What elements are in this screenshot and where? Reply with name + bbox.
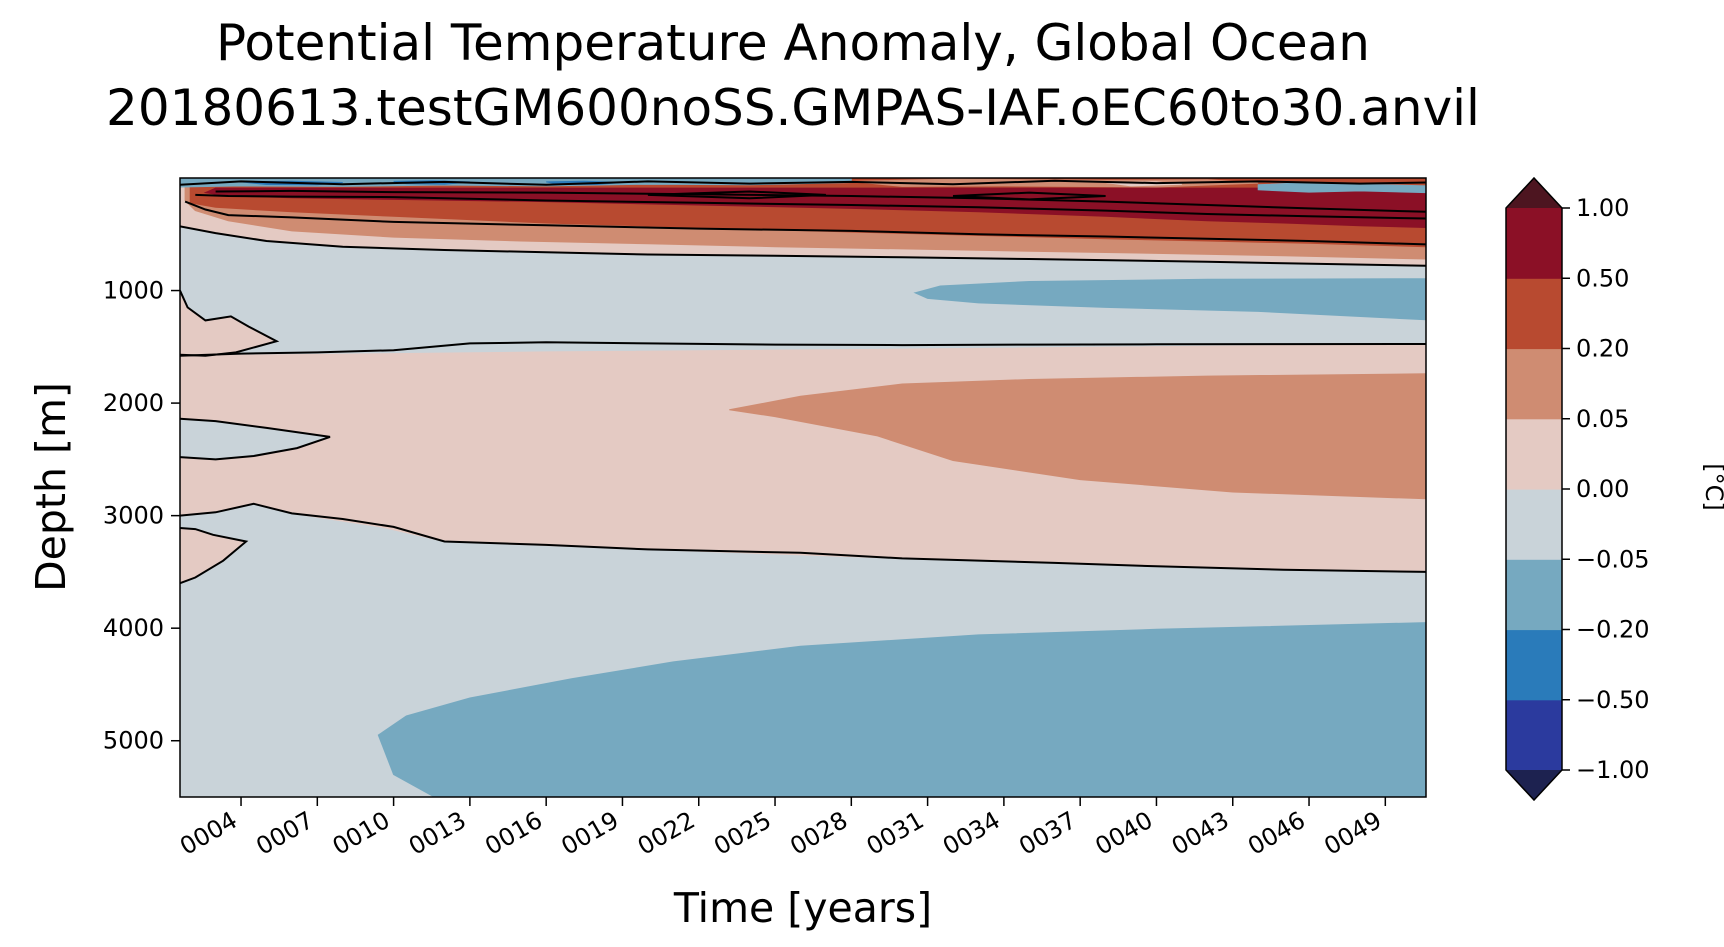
intermediate-negative-fill bbox=[913, 278, 1426, 321]
contour-line-0.5-upper bbox=[215, 189, 1426, 213]
x-tick-label: 0016 bbox=[480, 806, 547, 861]
x-axis-ticks: 0004 0007 0010 0013 0016 0019 0022 0025 0028 0031… bbox=[175, 797, 1386, 861]
x-tick-label: 0040 bbox=[1091, 806, 1158, 861]
contour-loop bbox=[647, 190, 826, 200]
x-tick-label: 0043 bbox=[1167, 806, 1234, 861]
colorbar-tick-label: 0.50 bbox=[1576, 264, 1629, 292]
contour-line-0.05-upper bbox=[184, 200, 1426, 246]
x-tick-label: 0031 bbox=[862, 806, 929, 861]
contour-fills bbox=[180, 178, 1426, 797]
x-tick-label: 0004 bbox=[175, 806, 242, 861]
contour-line-0.2-upper bbox=[195, 193, 1426, 220]
colorbar-extend-over bbox=[1506, 178, 1562, 208]
x-tick-label: 0013 bbox=[404, 806, 471, 861]
x-tick-label: 0025 bbox=[709, 806, 776, 861]
colorbar-bin bbox=[1506, 489, 1562, 560]
colorbar-bin bbox=[1506, 278, 1562, 350]
x-tick-label: 0028 bbox=[785, 806, 852, 861]
y-axis-label: Depth [m] bbox=[27, 382, 75, 592]
deep-negative-fill bbox=[377, 622, 1426, 797]
colorbar: 1.00 0.50 0.20 0.05 0.00 −0.05 −0.20 −0.50 −1.00 bbox=[1505, 176, 1650, 802]
plot-area bbox=[180, 178, 1426, 797]
contour-line-surface bbox=[180, 179, 1426, 186]
x-tick-label: 0010 bbox=[328, 806, 395, 861]
colorbar-tick-label: −0.50 bbox=[1576, 686, 1650, 714]
colorbar-tick-label: 0.20 bbox=[1576, 335, 1629, 363]
contour-lines bbox=[180, 179, 1426, 585]
x-tick-label: 0034 bbox=[938, 806, 1005, 861]
x-tick-label: 0019 bbox=[557, 806, 624, 861]
colorbar-bin bbox=[1506, 208, 1562, 279]
contour-line-0-mid-upper bbox=[180, 341, 1426, 357]
colorbar-bin bbox=[1506, 629, 1562, 701]
plot-frame bbox=[179, 177, 1427, 798]
chart-subtitle: 20180613.testGM600noSS.GMPAS-IAF.oEC60to… bbox=[106, 79, 1480, 137]
colorbar-bin bbox=[1506, 699, 1562, 771]
x-axis-label: Time [years] bbox=[673, 884, 932, 932]
x-tick-label: 0022 bbox=[633, 806, 700, 861]
contour-line-lens-lower bbox=[180, 527, 249, 585]
colorbar-bin bbox=[1506, 559, 1562, 631]
x-tick-label: 0007 bbox=[251, 806, 318, 861]
y-tick-label: 5000 bbox=[103, 727, 164, 755]
colorbar-bin bbox=[1506, 348, 1562, 420]
colorbar-extend-under bbox=[1506, 770, 1562, 800]
colorbar-tick-label: −1.00 bbox=[1576, 756, 1650, 784]
x-tick-label: 0046 bbox=[1243, 806, 1310, 861]
colorbar-tick-label: −0.05 bbox=[1576, 545, 1650, 573]
colorbar-label: [°C] bbox=[1700, 463, 1724, 510]
colorbar-tick-label: 0.00 bbox=[1576, 475, 1629, 503]
chart-title: Potential Temperature Anomaly, Global Oc… bbox=[216, 14, 1370, 72]
contour-line-0-mid-lower bbox=[180, 502, 1426, 573]
colorbar-bin bbox=[1506, 418, 1562, 490]
colorbar-tick-label: −0.20 bbox=[1576, 616, 1650, 644]
y-tick-label: 3000 bbox=[103, 502, 164, 530]
y-tick-label: 1000 bbox=[103, 277, 164, 305]
contour-line-lens-upper bbox=[180, 290, 280, 357]
y-tick-label: 4000 bbox=[103, 614, 164, 642]
y-tick-label: 2000 bbox=[103, 389, 164, 417]
contour-loop bbox=[952, 191, 1106, 201]
colorbar-tick-label: 0.05 bbox=[1576, 405, 1629, 433]
colorbar-tick-label: 1.00 bbox=[1576, 194, 1629, 222]
contour-line-lens-mid bbox=[180, 417, 331, 461]
y-axis-ticks: 1000 2000 3000 4000 5000 bbox=[103, 277, 180, 755]
x-tick-label: 0049 bbox=[1319, 806, 1386, 861]
x-tick-label: 0037 bbox=[1014, 806, 1081, 861]
mid-depth-positive-fill bbox=[729, 373, 1426, 500]
contour-line-0-upper bbox=[180, 225, 1426, 267]
